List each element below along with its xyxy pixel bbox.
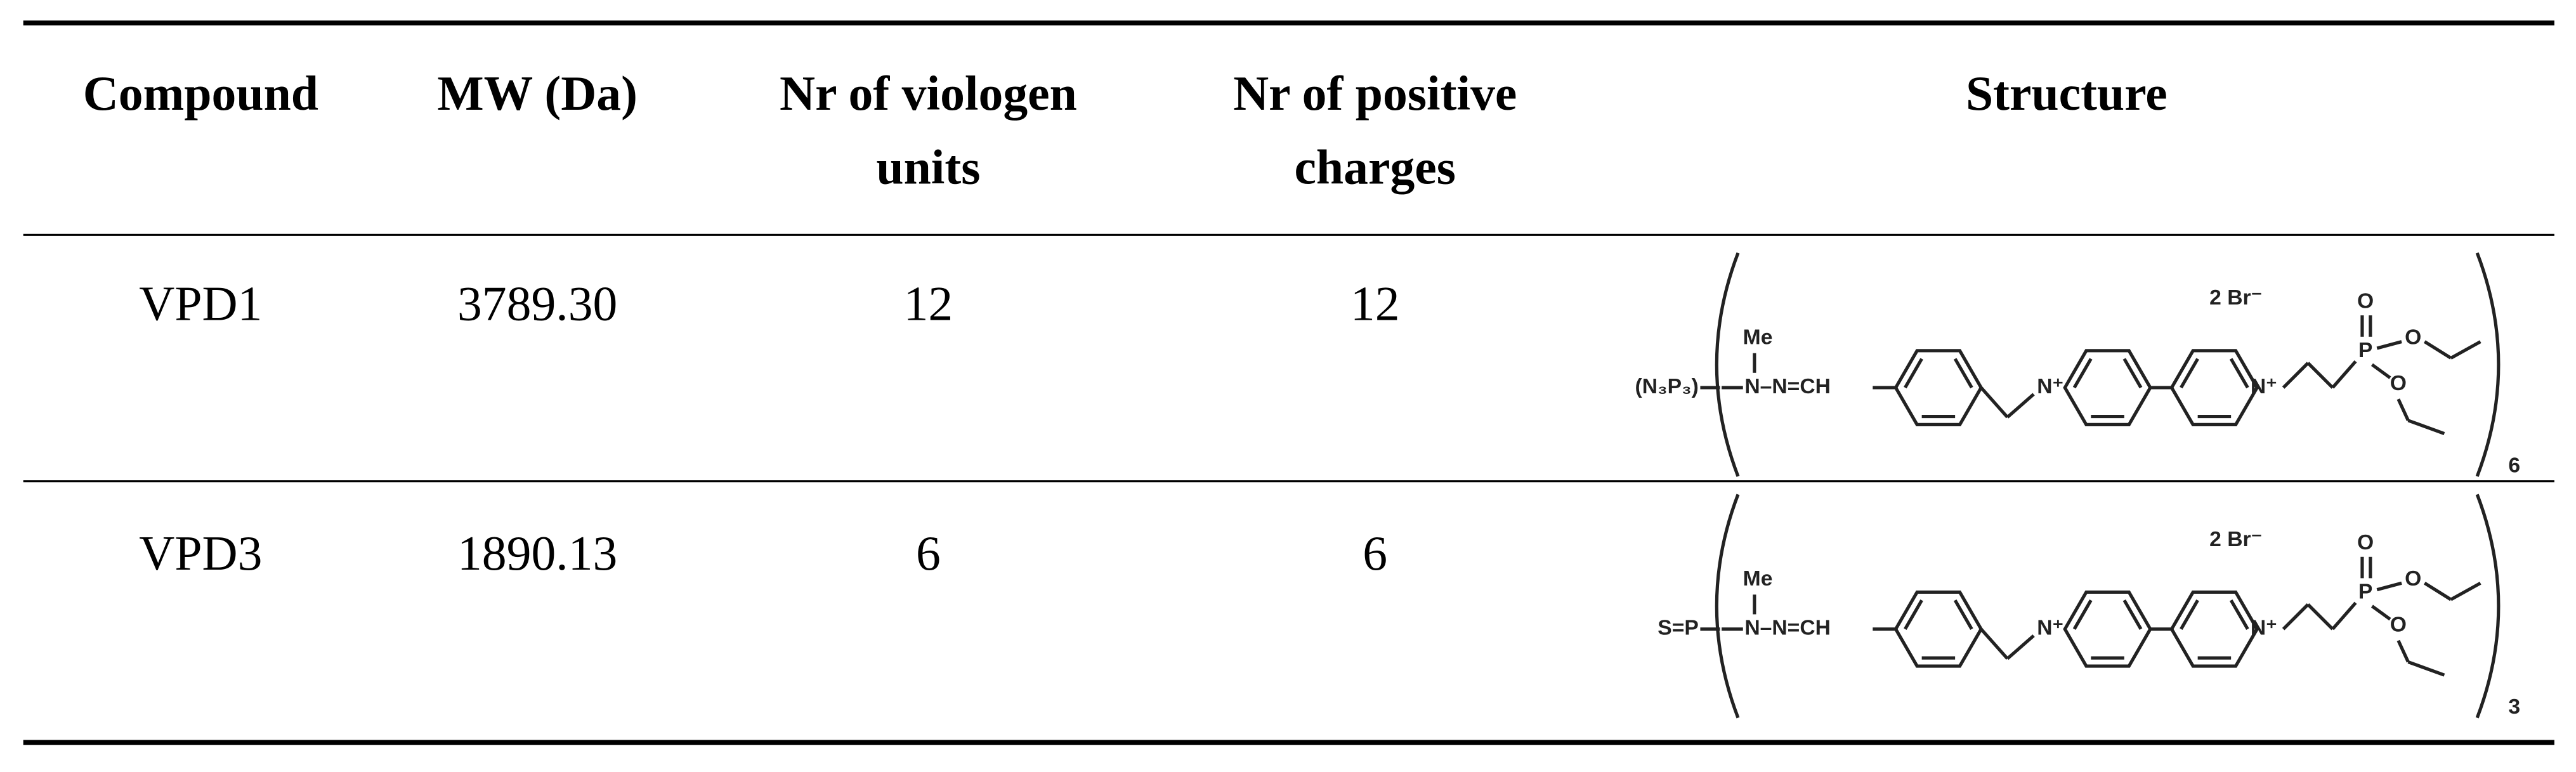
structure-nitrogen: N⁺ xyxy=(2037,617,2063,640)
structure-core: S=P xyxy=(1657,617,1699,640)
left-bracket xyxy=(1715,252,1740,477)
header-cell: Compound xyxy=(83,66,318,121)
header-cell: MW (Da) xyxy=(437,66,637,121)
bond xyxy=(2006,634,2035,660)
structure-counterion: 2 Br⁻ xyxy=(2209,528,2262,551)
body-cell: VPD3 xyxy=(139,526,262,580)
bond xyxy=(2306,603,2334,631)
structure-linker: N–N=CH xyxy=(1744,617,1831,640)
ring-double-bond xyxy=(2122,358,2143,389)
ring-double-bond xyxy=(2229,599,2249,631)
structure-repeat: 3 xyxy=(2508,695,2520,719)
body-cell: 12 xyxy=(1350,277,1400,331)
bond xyxy=(2282,603,2310,631)
structure-oxygen: O xyxy=(2390,613,2407,636)
bond xyxy=(2423,340,2452,360)
ring-double-bond xyxy=(1953,358,1973,389)
structure-nitrogen: N⁺ xyxy=(2251,617,2277,640)
structure-oxygen: O xyxy=(2390,372,2407,395)
bond xyxy=(1980,386,2009,419)
ring-double-bond xyxy=(2229,358,2249,389)
bond xyxy=(2370,605,2391,621)
bond xyxy=(2423,582,2452,601)
left-bracket xyxy=(1715,494,1740,719)
bond xyxy=(2306,362,2334,389)
structure-core: (N₃P₃) xyxy=(1635,375,1699,398)
structure-nitrogen: N⁺ xyxy=(2251,375,2277,398)
structure-repeat: 6 xyxy=(2508,454,2520,477)
structure-linker: N–N=CH xyxy=(1744,375,1831,398)
ring xyxy=(2063,349,2152,426)
structure-oxygen: O xyxy=(2357,531,2374,554)
ring-double-bond xyxy=(1904,358,1923,389)
table-content: Compound MW (Da) Nr of viologen units Nr of … xyxy=(83,66,2520,719)
bond xyxy=(2407,419,2445,436)
bond xyxy=(2331,601,2357,631)
structure-oxygen: O xyxy=(2405,325,2421,349)
body-cell: 12 xyxy=(904,277,953,331)
structure-methyl: Me xyxy=(1743,325,1773,349)
header-cell: Nr of positive xyxy=(1233,66,1517,121)
body-cell: 6 xyxy=(1363,526,1387,580)
ring-double-bond xyxy=(2072,599,2093,631)
structure-counterion: 2 Br⁻ xyxy=(2209,286,2262,310)
header-cell: charges xyxy=(1294,140,1456,195)
structure-phosphorus: P xyxy=(2358,580,2372,604)
bond xyxy=(2376,340,2402,350)
bond xyxy=(1980,628,2009,660)
structure-nitrogen: N⁺ xyxy=(2037,375,2063,398)
ring-double-bond xyxy=(2180,599,2199,631)
bond xyxy=(2006,393,2035,419)
structure-methyl: Me xyxy=(1743,567,1773,591)
bond xyxy=(2450,581,2481,601)
header-cell: units xyxy=(876,140,980,195)
right-bracket xyxy=(2475,252,2501,477)
ring xyxy=(2169,349,2259,426)
ring xyxy=(2169,590,2259,668)
ring-double-bond xyxy=(1953,599,1973,631)
bond xyxy=(2450,340,2481,360)
right-bracket xyxy=(2475,494,2501,719)
ring xyxy=(2063,590,2152,668)
ring-double-bond xyxy=(2072,358,2093,389)
body-cell: 6 xyxy=(916,526,941,580)
header-cell: Structure xyxy=(1966,66,2167,121)
ring-double-bond xyxy=(1904,599,1923,631)
structure-oxygen: O xyxy=(2405,567,2421,591)
header-cell: Nr of viologen xyxy=(780,66,1077,121)
body-cell: VPD1 xyxy=(139,277,262,331)
bond xyxy=(2396,398,2410,421)
bond xyxy=(2376,581,2402,592)
body-cell: 3789.30 xyxy=(457,277,617,331)
body-cell: 1890.13 xyxy=(457,526,617,580)
structure-phosphorus: P xyxy=(2358,339,2372,362)
bond xyxy=(2396,639,2410,663)
bond xyxy=(2282,362,2310,389)
bond xyxy=(2331,360,2357,389)
bond xyxy=(2370,363,2391,379)
structure-oxygen: O xyxy=(2357,289,2374,313)
bond xyxy=(2407,660,2445,677)
ring-double-bond xyxy=(2180,358,2199,389)
ring-double-bond xyxy=(2122,599,2143,631)
